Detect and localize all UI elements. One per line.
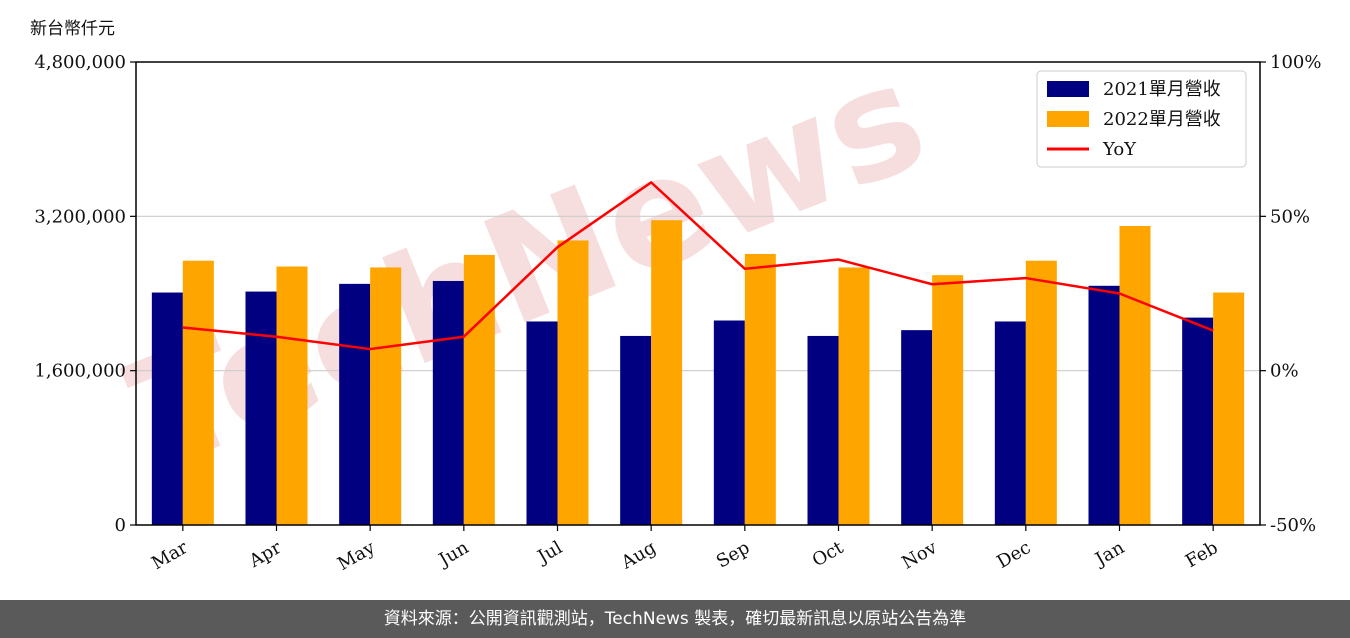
y2-tick-label: 100%: [1270, 52, 1321, 73]
bar-2022-sep: [744, 253, 776, 525]
y-tick-label: 1,600,000: [34, 361, 126, 382]
legend-box: [1036, 70, 1247, 168]
legend-swatch-1: [1047, 111, 1089, 127]
bar-2021-apr: [245, 291, 277, 525]
x-tick-label-aug: Aug: [617, 537, 660, 574]
x-tick-label-feb: Feb: [1182, 537, 1222, 572]
footer-source: 資料來源：公開資訊觀測站，TechNews 製表，確切最新訊息以原站公告為準: [0, 600, 1350, 638]
bar-2021-nov: [901, 330, 933, 525]
x-tick-label-may: May: [334, 537, 379, 575]
plot-frame: [135, 61, 1261, 526]
legend-label-1: 2022單月營收: [1103, 109, 1221, 130]
x-tick-label-jul: Jul: [532, 537, 566, 569]
y2-tick-label: 50%: [1270, 206, 1310, 227]
x-tick-label-mar: Mar: [148, 537, 192, 574]
yoy-line-layer: [182, 181, 1214, 351]
bar-2021-feb: [1182, 317, 1214, 525]
unit-label: 新台幣仟元: [30, 19, 115, 39]
bar-2022-jul: [557, 240, 589, 525]
legend-label-0: 2021單月營收: [1103, 79, 1221, 100]
bar-2022-dec: [1025, 260, 1057, 525]
bars: [151, 220, 1245, 526]
y-tick-label: 4,800,000: [34, 52, 126, 73]
y2-tick-label: 0%: [1270, 361, 1299, 382]
legend: 2021單月營收 2022單月營收 YoY: [1036, 70, 1247, 168]
bar-2022-feb: [1213, 292, 1245, 525]
bar-2022-jan: [1119, 225, 1151, 525]
bar-2022-jun: [463, 254, 495, 525]
bar-2022-may: [370, 267, 402, 525]
bar-2021-oct: [807, 335, 839, 525]
grid-lines: [136, 215, 1260, 372]
bar-2022-aug: [651, 220, 683, 526]
bar-2022-nov: [932, 275, 964, 525]
x-tick-label-sep: Sep: [713, 537, 753, 572]
bar-2021-aug: [620, 335, 652, 525]
legend-label-2: YoY: [1102, 139, 1137, 160]
y-tick-label: 3,200,000: [34, 206, 126, 227]
bar-2022-oct: [838, 267, 870, 525]
bar-2021-jan: [1088, 285, 1120, 525]
x-tick-label-jun: Jun: [434, 537, 473, 572]
x-tick-label-dec: Dec: [993, 537, 1034, 573]
bar-2022-mar: [182, 260, 214, 525]
x-tick-label-apr: Apr: [245, 537, 285, 572]
y2-tick-label: -50%: [1270, 515, 1316, 536]
bar-2021-jul: [526, 321, 558, 525]
x-tick-label-jan: Jan: [1090, 537, 1128, 571]
bar-2021-mar: [151, 292, 183, 525]
revenue-chart: TechNews 01,600,0003,200,0004,800,000-50…: [34, 29, 1321, 575]
bar-2021-sep: [713, 320, 745, 525]
x-tick-label-nov: Nov: [898, 537, 941, 574]
bar-2022-apr: [276, 266, 308, 525]
yoy-line: [182, 181, 1214, 351]
bar-2021-jun: [432, 280, 464, 525]
bar-2021-may: [339, 283, 371, 525]
bar-2021-dec: [994, 321, 1026, 525]
x-tick-label-oct: Oct: [809, 537, 848, 572]
y-tick-label: 0: [115, 515, 126, 536]
legend-swatch-0: [1047, 81, 1089, 97]
